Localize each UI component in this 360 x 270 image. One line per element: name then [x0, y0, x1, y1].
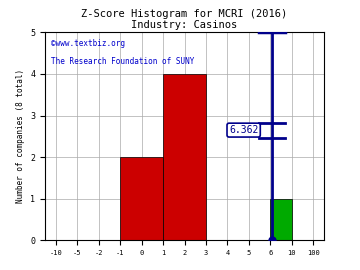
- Bar: [163, 74, 206, 240]
- Text: 6.362: 6.362: [229, 125, 258, 135]
- Text: The Research Foundation of SUNY: The Research Foundation of SUNY: [50, 57, 194, 66]
- Bar: [270, 199, 292, 240]
- Title: Z-Score Histogram for MCRI (2016)
Industry: Casinos: Z-Score Histogram for MCRI (2016) Indust…: [81, 9, 288, 30]
- Y-axis label: Number of companies (8 total): Number of companies (8 total): [16, 69, 25, 203]
- Bar: [120, 157, 163, 240]
- Text: ©www.textbiz.org: ©www.textbiz.org: [50, 39, 125, 48]
